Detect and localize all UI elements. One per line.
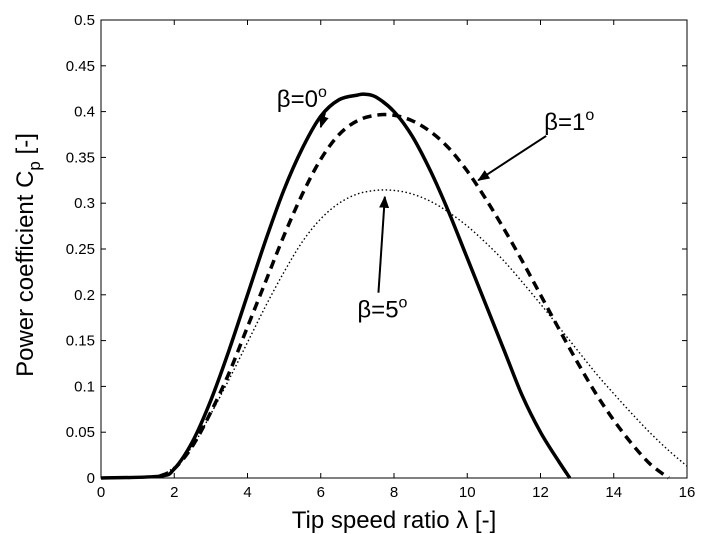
y-tick-label: 0.3 xyxy=(74,195,95,212)
x-tick-label: 8 xyxy=(390,484,398,501)
series-line-beta-1 xyxy=(158,112,670,480)
annotation-arrow-beta5 xyxy=(377,195,390,293)
y-axis-label-suffix: [-] xyxy=(12,133,39,161)
y-tick-label: 0.05 xyxy=(66,424,95,441)
annotation-arrow-beta1 xyxy=(477,135,547,182)
y-axis-label-sub: p xyxy=(25,161,44,170)
y-tick-label: 0.35 xyxy=(66,149,95,166)
series-line-beta-0 xyxy=(100,92,572,480)
series-line-beta-5 xyxy=(159,189,688,477)
annotation-text: β=0 xyxy=(277,86,318,113)
annotation-beta1: β=1o xyxy=(544,107,594,136)
x-tick-label: 16 xyxy=(679,484,696,501)
series-group xyxy=(100,92,688,480)
plot-frame xyxy=(100,19,688,479)
annotations-group: β=0oβ=1oβ=5o xyxy=(277,84,595,324)
annotation-text: β=5 xyxy=(357,297,398,324)
y-tick-label: 0.25 xyxy=(66,241,95,258)
x-axis: 0 2 4 6 8 10 12 14 16 xyxy=(97,20,696,501)
annotation-beta5: β=5o xyxy=(357,295,407,324)
x-tick-label: 12 xyxy=(532,484,549,501)
y-tick-label: 0.2 xyxy=(74,287,95,304)
degree-superscript: o xyxy=(585,107,594,124)
x-tick-label: 6 xyxy=(317,484,325,501)
y-tick-label: 0.15 xyxy=(66,333,95,350)
annotation-text: β=1 xyxy=(544,109,585,136)
y-tick-label: 0.4 xyxy=(74,104,95,121)
x-tick-label: 10 xyxy=(459,484,476,501)
y-axis-label: Power coefficient Cp [-] xyxy=(12,133,44,377)
y-axis-label-main: Power coefficient C xyxy=(12,171,39,377)
y-tick-label: 0 xyxy=(87,470,95,487)
y-tick-label: 0.1 xyxy=(74,378,95,395)
annotation-beta0: β=0o xyxy=(277,84,327,113)
y-tick-label: 0.5 xyxy=(74,12,95,29)
degree-superscript: o xyxy=(318,84,327,101)
x-tick-label: 0 xyxy=(97,484,105,501)
x-tick-label: 2 xyxy=(170,484,178,501)
x-axis-label: Tip speed ratio λ [-] xyxy=(292,507,497,534)
y-tick-label: 0.45 xyxy=(66,58,95,75)
x-tick-label: 4 xyxy=(243,484,251,501)
annotation-arrow-beta0 xyxy=(319,112,329,129)
x-tick-label: 14 xyxy=(605,484,622,501)
y-axis: 0 0.05 0.1 0.15 0.2 0.25 0.3 0.35 0.4 0.45 0.5 xyxy=(66,12,687,487)
degree-superscript: o xyxy=(399,295,408,312)
